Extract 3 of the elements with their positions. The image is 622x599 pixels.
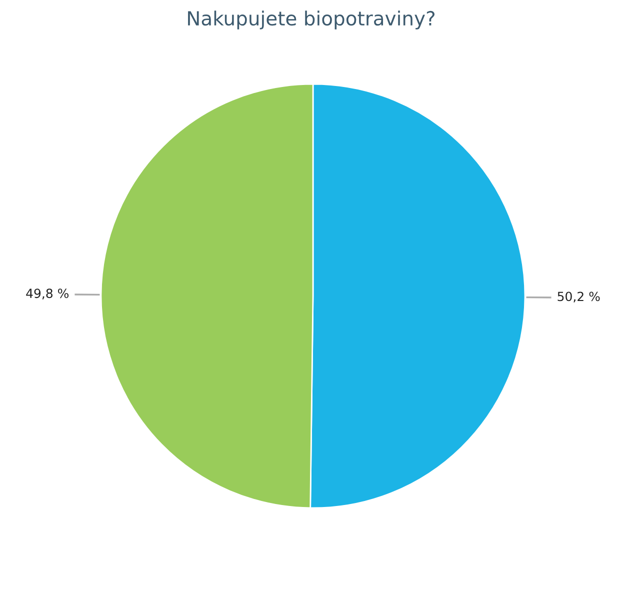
data-label: 50,2 % [558,292,600,302]
data-label: 49,8 % [26,288,69,300]
chart-title: Nakupujete biopotraviny? [188,10,434,30]
